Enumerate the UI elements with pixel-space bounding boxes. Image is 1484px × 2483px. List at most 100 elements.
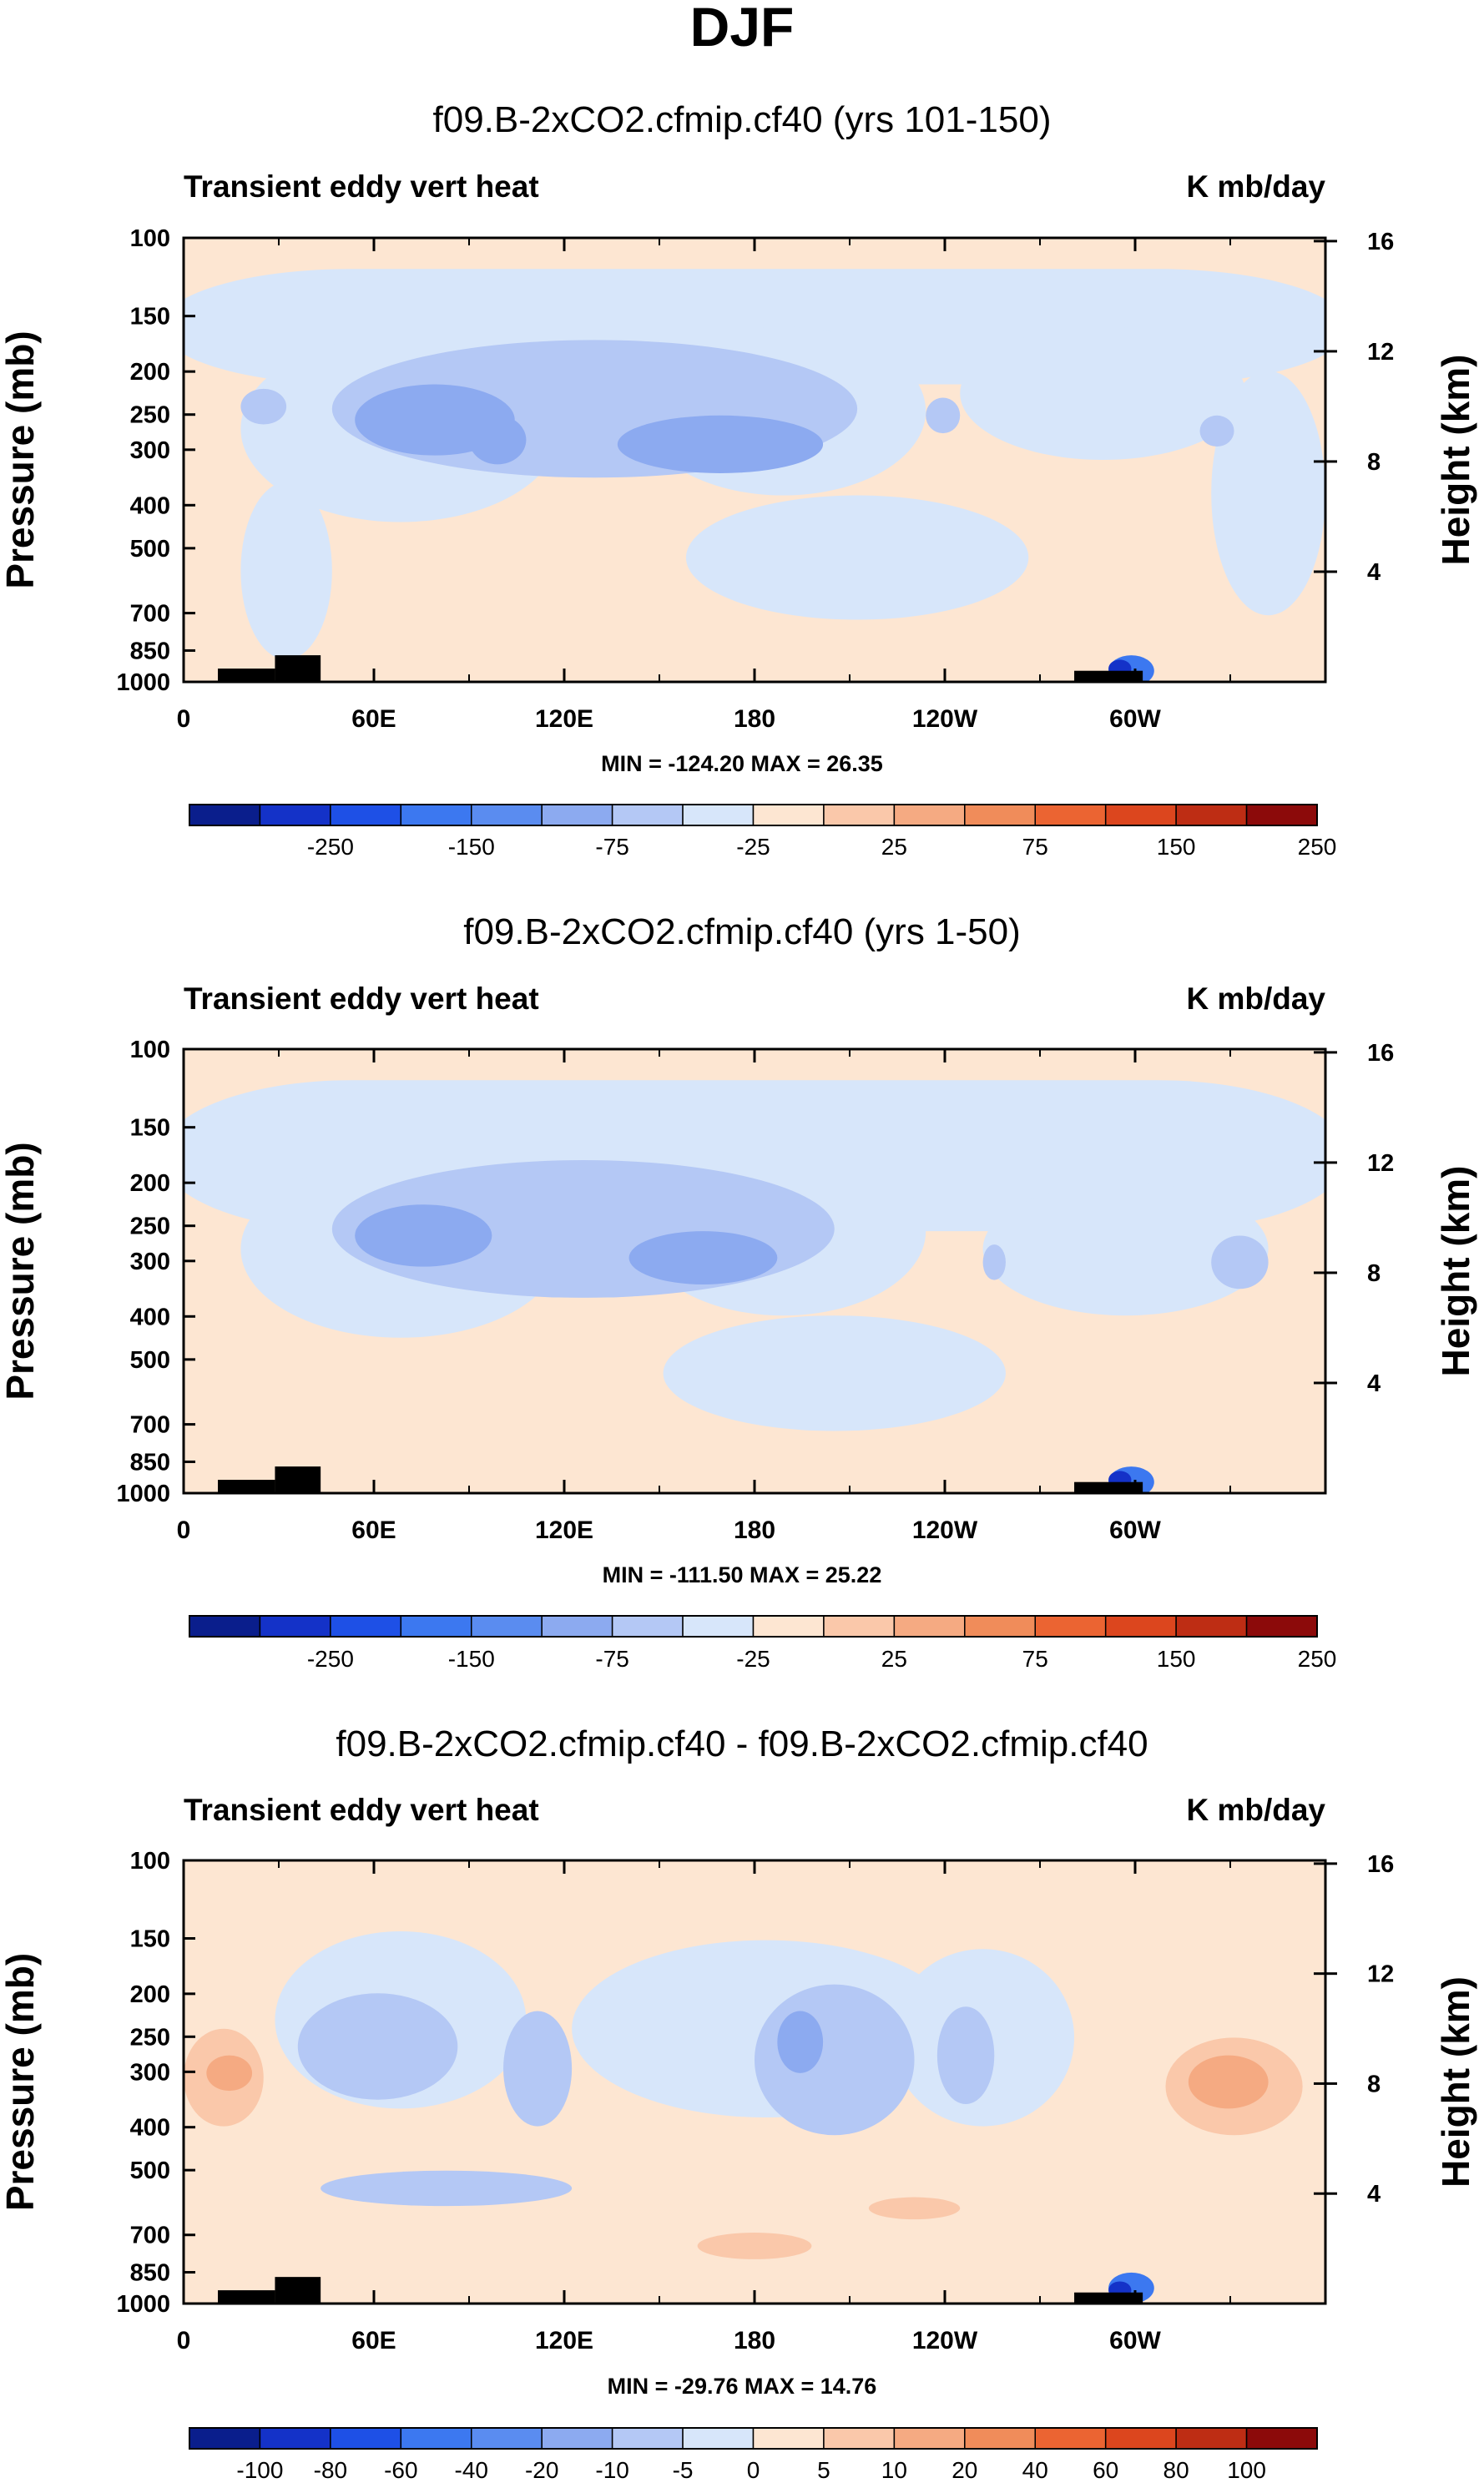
variable-label: Transient eddy vert heat	[184, 169, 539, 204]
y-tick-label: 300	[130, 1249, 170, 1275]
y-right-tick-label: 4	[1367, 1370, 1381, 1397]
y-tick-label: 500	[130, 536, 170, 563]
colorbar-swatch	[400, 2427, 472, 2450]
stats-label: MIN = -29.76 MAX = 14.76	[608, 2374, 877, 2399]
x-tick-label: 120E	[535, 2327, 593, 2354]
field-contours	[184, 1930, 1303, 2304]
colorbar-label: 75	[1022, 1646, 1048, 1672]
x-tick-label: 60W	[1109, 705, 1161, 733]
field-contours	[184, 1080, 1325, 1493]
colorbar-swatch	[259, 1615, 331, 1638]
colorbar-swatch	[471, 804, 543, 826]
contour-region	[777, 2011, 824, 2073]
topography-mask	[218, 2290, 275, 2304]
colorbar-frame	[189, 804, 1318, 826]
colorbar-swatch	[1034, 804, 1107, 826]
colorbar-label: 100	[1227, 2457, 1266, 2483]
contour-region	[960, 326, 1246, 460]
colorbar-label: -5	[673, 2457, 694, 2483]
y-tick-label: 500	[130, 2157, 170, 2184]
y-tick-label: 250	[130, 402, 170, 429]
colorbar-swatch	[1245, 1615, 1318, 1638]
x-tick-label: 120E	[535, 705, 593, 733]
x-tick-label: 120W	[912, 1517, 978, 1544]
colorbar-frame	[189, 1615, 1318, 1638]
x-tick-label: 180	[734, 1517, 775, 1544]
x-tick-label: 60E	[351, 1517, 396, 1544]
units-label: K mb/day	[1186, 1793, 1325, 1827]
x-tick-label: 180	[734, 705, 775, 733]
colorbar-swatch	[400, 1615, 472, 1638]
colorbar-swatch	[752, 804, 825, 826]
topography-mask	[1074, 670, 1143, 682]
colorbar-label: 0	[747, 2457, 760, 2483]
panel-title: f09.B-2xCO2.cfmip.cf40 - f09.B-2xCO2.cfm…	[336, 1723, 1148, 1764]
colorbar-swatch	[400, 804, 472, 826]
colorbar-label: -100	[236, 2457, 283, 2483]
x-tick-label: 0	[177, 2327, 191, 2354]
colorbar-swatch	[682, 804, 755, 826]
y-tick-label: 1000	[116, 669, 170, 696]
y-tick-label: 850	[130, 2260, 170, 2287]
topography-mask	[275, 655, 321, 682]
y-tick-label: 150	[130, 304, 170, 331]
x-tick-label: 60E	[351, 705, 396, 733]
colorbar-swatch	[471, 1615, 543, 1638]
y-tick-label: 200	[130, 359, 170, 386]
y-right-tick-label: 16	[1367, 1851, 1394, 1878]
contour-region	[685, 495, 1029, 620]
colorbar-label: -80	[314, 2457, 347, 2483]
colorbar-swatch	[893, 1615, 966, 1638]
colorbar-label: 150	[1157, 1646, 1196, 1672]
contour-region	[617, 415, 824, 473]
y-tick-label: 700	[130, 1412, 170, 1439]
colorbar-label: 40	[1022, 2457, 1048, 2483]
colorbar-swatch	[541, 1615, 613, 1638]
y-right-axis-title: Height (km)	[1434, 1976, 1477, 2188]
y-tick-label: 250	[130, 1214, 170, 1240]
contour-region	[755, 1984, 915, 2136]
contour-region	[697, 2233, 812, 2259]
y-tick-label: 250	[130, 2024, 170, 2051]
colorbar-label: 25	[881, 834, 907, 860]
y-tick-label: 700	[130, 2223, 170, 2249]
field-contours	[184, 269, 1325, 682]
panel-title: f09.B-2xCO2.cfmip.cf40 (yrs 101-150)	[433, 99, 1052, 140]
colorbar-label: -75	[595, 834, 628, 860]
colorbar-label: -25	[736, 834, 770, 860]
colorbar-swatch	[1245, 2427, 1318, 2450]
stats-label: MIN = -124.20 MAX = 26.35	[601, 751, 883, 776]
colorbar-swatch	[752, 1615, 825, 1638]
colorbar-swatch	[541, 2427, 613, 2450]
y-right-tick-label: 4	[1367, 559, 1381, 586]
colorbar-frame	[189, 2427, 1318, 2450]
y-tick-label: 200	[130, 1170, 170, 1197]
y-right-tick-label: 8	[1367, 2071, 1381, 2097]
y-right-tick-label: 8	[1367, 1260, 1381, 1287]
colorbar-label: -20	[525, 2457, 558, 2483]
colorbar-swatch	[682, 2427, 755, 2450]
panel-title: f09.B-2xCO2.cfmip.cf40 (yrs 1-50)	[463, 911, 1021, 952]
contour-region	[936, 2006, 995, 2105]
y-right-tick-label: 12	[1367, 339, 1394, 366]
x-tick-label: 120W	[912, 705, 978, 733]
y-tick-label: 400	[130, 2115, 170, 2142]
y-axis-title: Pressure (mb)	[0, 331, 42, 588]
colorbar-swatch	[752, 2427, 825, 2450]
y-tick-label: 850	[130, 638, 170, 664]
y-right-axis-title: Height (km)	[1434, 1166, 1477, 1377]
topography-mask	[275, 2277, 321, 2304]
contour-region	[982, 1182, 1269, 1316]
colorbar-swatch	[330, 804, 402, 826]
y-right-tick-label: 12	[1367, 1961, 1394, 1988]
chart-panel-1: f09.B-2xCO2.cfmip.cf40 (yrs 101-150) Tran…	[0, 99, 1477, 860]
topography-mask	[1074, 2292, 1143, 2304]
contour-region	[868, 2197, 961, 2220]
contour-region	[1199, 415, 1234, 447]
y-axis-title: Pressure (mb)	[0, 1953, 42, 2211]
y-tick-label: 150	[130, 1115, 170, 1142]
y-tick-label: 150	[130, 1926, 170, 1953]
contour-region	[206, 2055, 253, 2092]
y-right-tick-label: 16	[1367, 1040, 1394, 1067]
